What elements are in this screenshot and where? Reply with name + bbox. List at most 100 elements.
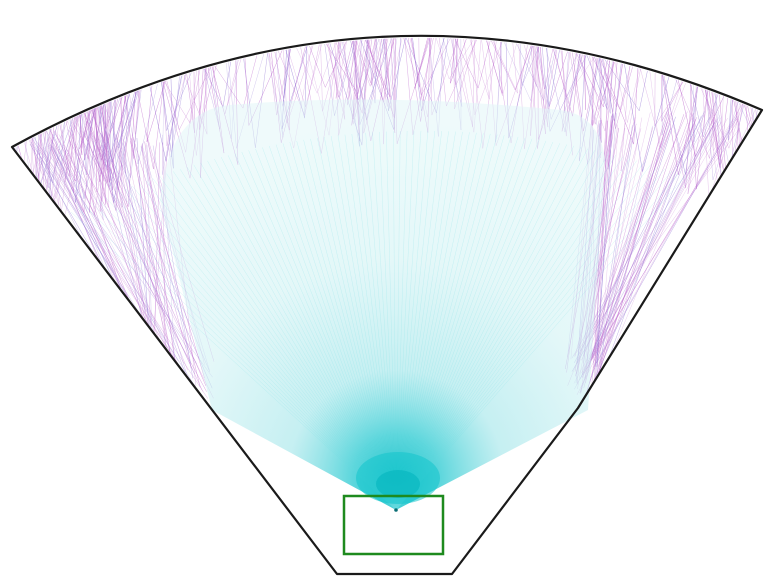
beam-line	[125, 188, 397, 511]
beam-line	[91, 202, 397, 511]
beam-line	[395, 130, 415, 511]
beam-line	[365, 132, 397, 511]
reflection-ray	[60, 109, 92, 171]
side-ray	[581, 121, 722, 374]
beam-line	[395, 137, 526, 511]
side-ray	[82, 131, 203, 392]
beam-line	[386, 131, 397, 511]
reflection-ray	[546, 47, 560, 107]
beam-line	[104, 196, 397, 511]
reflection-ray	[435, 37, 474, 80]
reflection-ray	[103, 91, 137, 203]
side-ray	[52, 145, 152, 363]
beam-line	[395, 132, 470, 511]
beam-line	[395, 130, 422, 511]
source-box	[342, 494, 445, 556]
side-ray	[581, 111, 688, 361]
reflection-ray	[620, 65, 641, 171]
reflection-ray	[124, 83, 158, 165]
beam-line	[395, 164, 651, 511]
side-ray	[131, 134, 205, 379]
side-ray	[597, 117, 698, 375]
beam-line	[166, 173, 397, 511]
side-ray	[595, 113, 617, 357]
reflection-ray	[38, 129, 60, 206]
side-ray	[573, 128, 740, 357]
side-ray	[37, 145, 183, 371]
reflection-ray	[60, 115, 79, 166]
reflection-ray	[589, 56, 615, 110]
side-ray	[576, 121, 716, 396]
beam-line	[310, 138, 397, 511]
beam-line	[395, 145, 575, 511]
side-ray	[124, 141, 174, 367]
reflection-ray	[137, 81, 165, 170]
beam-line	[234, 153, 397, 511]
beam-line	[395, 135, 512, 511]
side-ray	[573, 115, 721, 384]
beam-line	[395, 160, 637, 511]
reflection-ray	[712, 92, 743, 152]
reflection-ray	[98, 103, 107, 212]
reflection-ray	[454, 38, 491, 89]
beam-line	[395, 135, 505, 511]
beam-line	[395, 131, 463, 511]
beam-line	[330, 136, 397, 511]
reflection-ray	[654, 72, 684, 127]
reflection-ray	[450, 38, 467, 84]
side-ray	[43, 147, 213, 378]
reflection-ray	[103, 89, 142, 178]
side-ray	[596, 116, 737, 364]
reflection-ray	[111, 90, 138, 163]
beam-line	[395, 151, 602, 511]
beam-line	[395, 131, 449, 511]
beam-line	[395, 130, 436, 511]
beam-line	[395, 136, 519, 511]
beam-line	[395, 168, 665, 511]
beam-fine-lines	[70, 130, 686, 511]
reflection-ray	[296, 42, 337, 94]
beam-line	[395, 130, 429, 511]
beam-line	[200, 162, 397, 511]
beam-line	[395, 139, 540, 511]
side-ray	[592, 125, 653, 394]
side-ray	[130, 137, 178, 389]
reflection-ray	[328, 40, 354, 98]
beam-line	[372, 132, 397, 511]
side-ray	[35, 149, 195, 389]
side-ray	[587, 119, 739, 364]
reflection-ray	[624, 64, 670, 172]
reflection-ray	[120, 94, 128, 174]
reflection-ray	[743, 104, 757, 146]
reflection-ray	[580, 54, 615, 125]
side-ray	[593, 126, 672, 363]
reflection-ray	[640, 68, 683, 149]
side-ray	[90, 149, 214, 399]
beam-line	[395, 131, 442, 511]
reflection-ray	[101, 95, 127, 183]
reflection-ray	[94, 98, 119, 183]
side-ray	[84, 148, 174, 369]
side-ray	[99, 147, 207, 387]
beam-line	[324, 136, 397, 511]
beam-line	[395, 162, 644, 511]
side-ray	[48, 144, 161, 395]
reflection-ray	[93, 96, 123, 161]
beam-line	[395, 153, 609, 511]
reflection-ray	[84, 101, 111, 216]
reflection-ray	[516, 43, 556, 102]
side-ray	[99, 139, 188, 379]
beam-line	[344, 134, 397, 511]
side-ray	[590, 115, 705, 392]
side-ray	[48, 142, 179, 362]
reflection-ray	[79, 107, 97, 149]
beam-line	[303, 139, 397, 511]
reflection-ray	[675, 79, 717, 160]
reflection-ray	[381, 38, 398, 95]
reflection-ray	[79, 114, 83, 156]
emission-beam	[160, 99, 605, 510]
beam-line	[337, 135, 397, 511]
reflection-ray	[34, 117, 74, 189]
side-ray	[131, 138, 170, 367]
